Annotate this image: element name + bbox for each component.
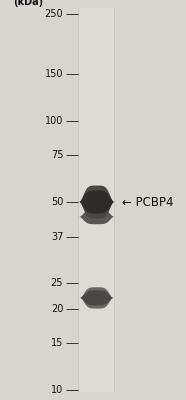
- Text: 37: 37: [51, 232, 63, 242]
- Text: 75: 75: [51, 150, 63, 160]
- Bar: [79, 8, 114, 392]
- Text: ← PCBP4: ← PCBP4: [122, 196, 173, 208]
- Polygon shape: [79, 186, 114, 218]
- Text: 100: 100: [45, 116, 63, 126]
- Polygon shape: [79, 210, 114, 224]
- Text: 150: 150: [45, 69, 63, 79]
- Polygon shape: [79, 190, 114, 214]
- Text: 15: 15: [51, 338, 63, 348]
- Bar: [78, 8, 115, 392]
- Text: 50: 50: [51, 197, 63, 207]
- Polygon shape: [80, 287, 113, 308]
- Text: 25: 25: [51, 278, 63, 288]
- Text: 20: 20: [51, 304, 63, 314]
- Text: (kDa): (kDa): [13, 0, 43, 7]
- Polygon shape: [80, 290, 113, 305]
- Text: 250: 250: [45, 9, 63, 19]
- Text: 10: 10: [51, 385, 63, 395]
